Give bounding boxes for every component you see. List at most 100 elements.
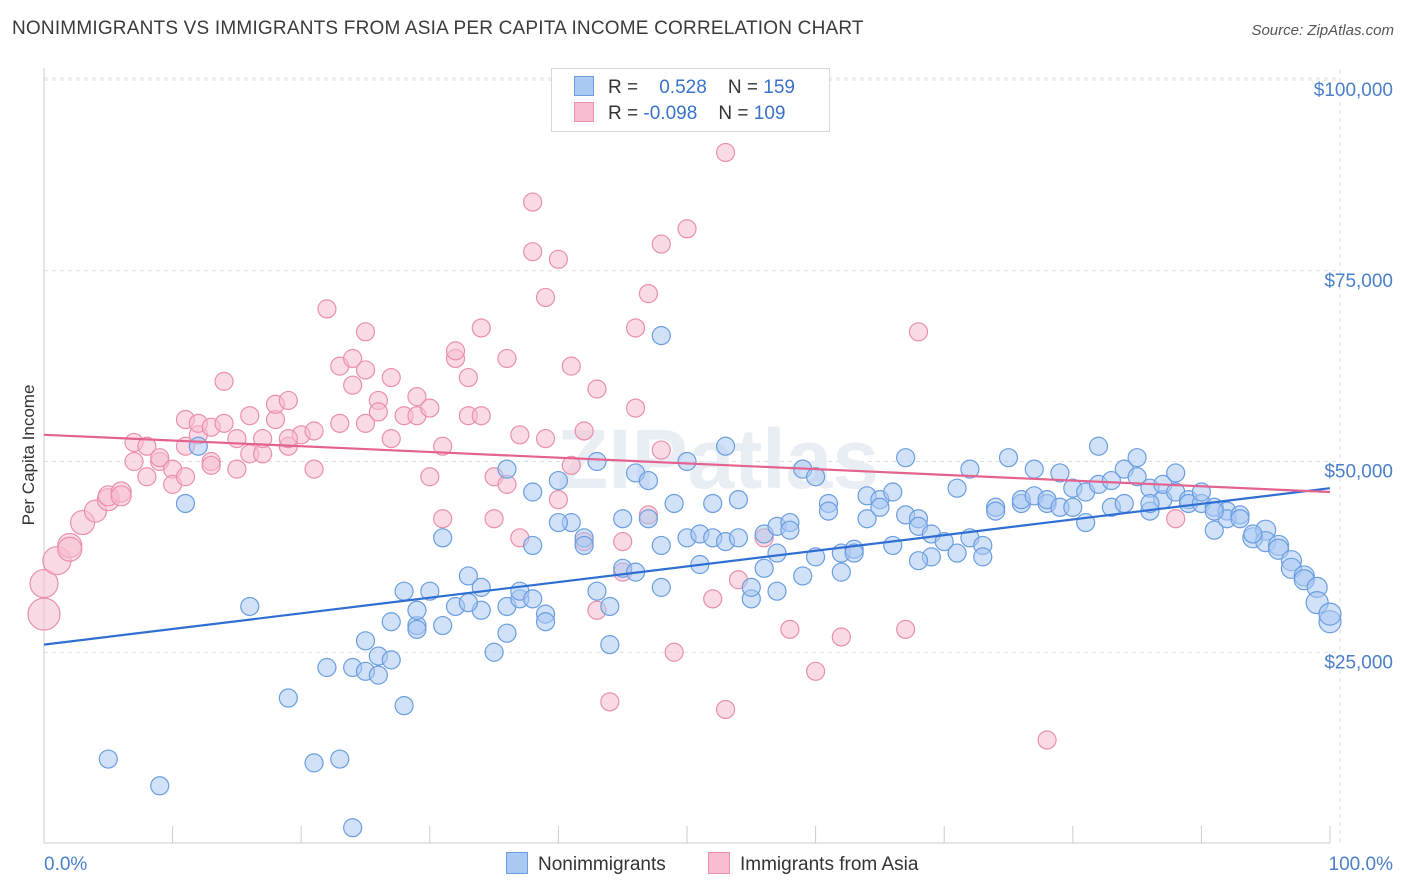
- immigrants-asia-point: [715, 699, 736, 720]
- immigrants-asia-point: [29, 568, 59, 599]
- nonimmigrants-point: [960, 459, 980, 479]
- immigrants-asia-point: [535, 429, 556, 449]
- immigrants-asia-point: [368, 402, 388, 422]
- nonimmigrants-point: [767, 543, 787, 563]
- correlation-legend: R = 0.528 N = 159 R = -0.098 N = 109: [551, 68, 830, 132]
- immigrants-asia-point: [561, 356, 581, 376]
- immigrants-asia-point: [355, 360, 376, 380]
- immigrants-asia-point: [651, 234, 671, 254]
- immigrants-from-asia-points: [27, 142, 1186, 750]
- immigrants-asia-point: [908, 322, 929, 342]
- nonimmigrants-point: [368, 665, 388, 685]
- nonimmigrants-point: [883, 482, 903, 502]
- nonimmigrants-point: [175, 493, 196, 514]
- immigrants-asia-point: [201, 455, 221, 475]
- nonimmigrants-point: [278, 688, 298, 708]
- nonimmigrants-point: [1243, 524, 1263, 544]
- nonimmigrants-point: [1050, 463, 1070, 483]
- nonimmigrants-point: [574, 535, 594, 556]
- nonimmigrants-point: [998, 448, 1019, 468]
- x-tick-label-min: 0.0%: [44, 854, 87, 875]
- legend-label: Nonimmigrants: [538, 854, 666, 875]
- chart-title: NONIMMIGRANTS VS IMMIGRANTS FROM ASIA PE…: [12, 18, 864, 39]
- immigrants-asia-point: [484, 509, 504, 529]
- nonimmigrants-point: [651, 577, 671, 597]
- nonimmigrants-point: [394, 696, 414, 716]
- immigrants-asia-point: [471, 406, 491, 426]
- nonimmigrants-point: [1204, 520, 1224, 540]
- immigrants-asia-point: [433, 509, 453, 529]
- immigrants-asia-point: [896, 619, 916, 639]
- blue-swatch: [506, 852, 528, 874]
- immigrants-asia-point: [625, 318, 646, 338]
- nonimmigrants-point: [458, 566, 478, 586]
- nonimmigrants-trend-line: [43, 487, 1331, 646]
- nonimmigrants-point: [780, 520, 800, 540]
- immigrants-asia-point: [137, 467, 157, 487]
- immigrants-asia-point: [420, 467, 440, 487]
- immigrants-asia-point: [355, 413, 376, 433]
- immigrants-asia-point: [535, 287, 556, 308]
- immigrants-asia-point: [420, 398, 440, 418]
- nonimmigrants-point: [1063, 497, 1083, 517]
- immigrants-asia-point: [548, 490, 569, 510]
- nonimmigrants-point: [188, 436, 208, 456]
- nonimmigrants-point: [715, 436, 736, 456]
- legend-r-label: R =: [608, 77, 639, 98]
- nonimmigrants-point: [1127, 448, 1147, 468]
- nonimmigrants-point: [677, 451, 697, 472]
- bottom-legend-nonimmigrants: Nonimmigrants: [506, 852, 666, 876]
- nonimmigrants-point: [831, 562, 851, 582]
- nonimmigrants-point: [407, 600, 427, 620]
- y-tick-label: $25,000: [1324, 652, 1393, 673]
- nonimmigrants-point: [343, 818, 363, 838]
- immigrants-asia-point: [227, 429, 247, 449]
- immigrants-asia-point: [304, 459, 324, 479]
- nonimmigrants-point: [523, 535, 543, 556]
- immigrants-asia-point: [625, 398, 646, 418]
- nonimmigrants-point: [793, 566, 813, 586]
- immigrants-asia-point: [304, 421, 324, 441]
- immigrants-asia-point: [355, 322, 376, 342]
- immigrants-asia-point: [677, 219, 697, 239]
- y-axis-label: Per Capita Income: [19, 385, 38, 526]
- immigrants-asia-point: [548, 249, 569, 269]
- nonimmigrants-point: [947, 478, 967, 498]
- nonimmigrants-point: [883, 535, 903, 556]
- bottom-legend-immigrants-asia: Immigrants from Asia: [708, 852, 918, 876]
- nonimmigrants-point: [1166, 463, 1186, 483]
- nonimmigrants-point: [240, 596, 260, 617]
- nonimmigrants-point: [947, 543, 967, 563]
- immigrants-asia-point: [137, 436, 157, 456]
- nonimmigrants-point: [420, 581, 440, 601]
- immigrants-asia-point: [831, 627, 851, 647]
- nonimmigrants-point: [587, 451, 607, 472]
- nonimmigrants-point: [407, 619, 427, 639]
- immigrants-asia-point: [175, 467, 196, 487]
- nonimmigrants-point: [754, 558, 774, 578]
- immigrants-asia-point: [214, 413, 234, 433]
- nonimmigrants-point: [150, 776, 170, 796]
- immigrants-asia-point: [278, 390, 298, 411]
- nonimmigrants-point: [664, 493, 684, 514]
- x-tick-label-max: 100.0%: [1329, 854, 1394, 875]
- immigrants-asia-point: [27, 597, 61, 631]
- immigrants-asia-point: [124, 451, 144, 472]
- immigrants-asia-point: [110, 485, 132, 507]
- nonimmigrants-point: [1088, 436, 1109, 456]
- nonimmigrants-point: [973, 547, 993, 567]
- pink-swatch: [574, 102, 594, 122]
- immigrants-asia-point: [57, 536, 83, 562]
- immigrants-asia-point: [510, 425, 530, 445]
- nonimmigrants-point: [767, 581, 787, 601]
- nonimmigrants-point: [613, 509, 633, 529]
- nonimmigrants-point: [844, 543, 864, 563]
- nonimmigrants-point: [317, 657, 337, 678]
- nonimmigrants-point: [1127, 467, 1147, 487]
- nonimmigrants-point: [896, 448, 916, 468]
- source-label: Source: ZipAtlas.com: [1251, 22, 1394, 39]
- nonimmigrants-point: [484, 642, 504, 662]
- immigrants-asia-point: [561, 455, 581, 475]
- immigrants-asia-trend-line: [43, 433, 1331, 494]
- nonimmigrants-point: [703, 493, 723, 514]
